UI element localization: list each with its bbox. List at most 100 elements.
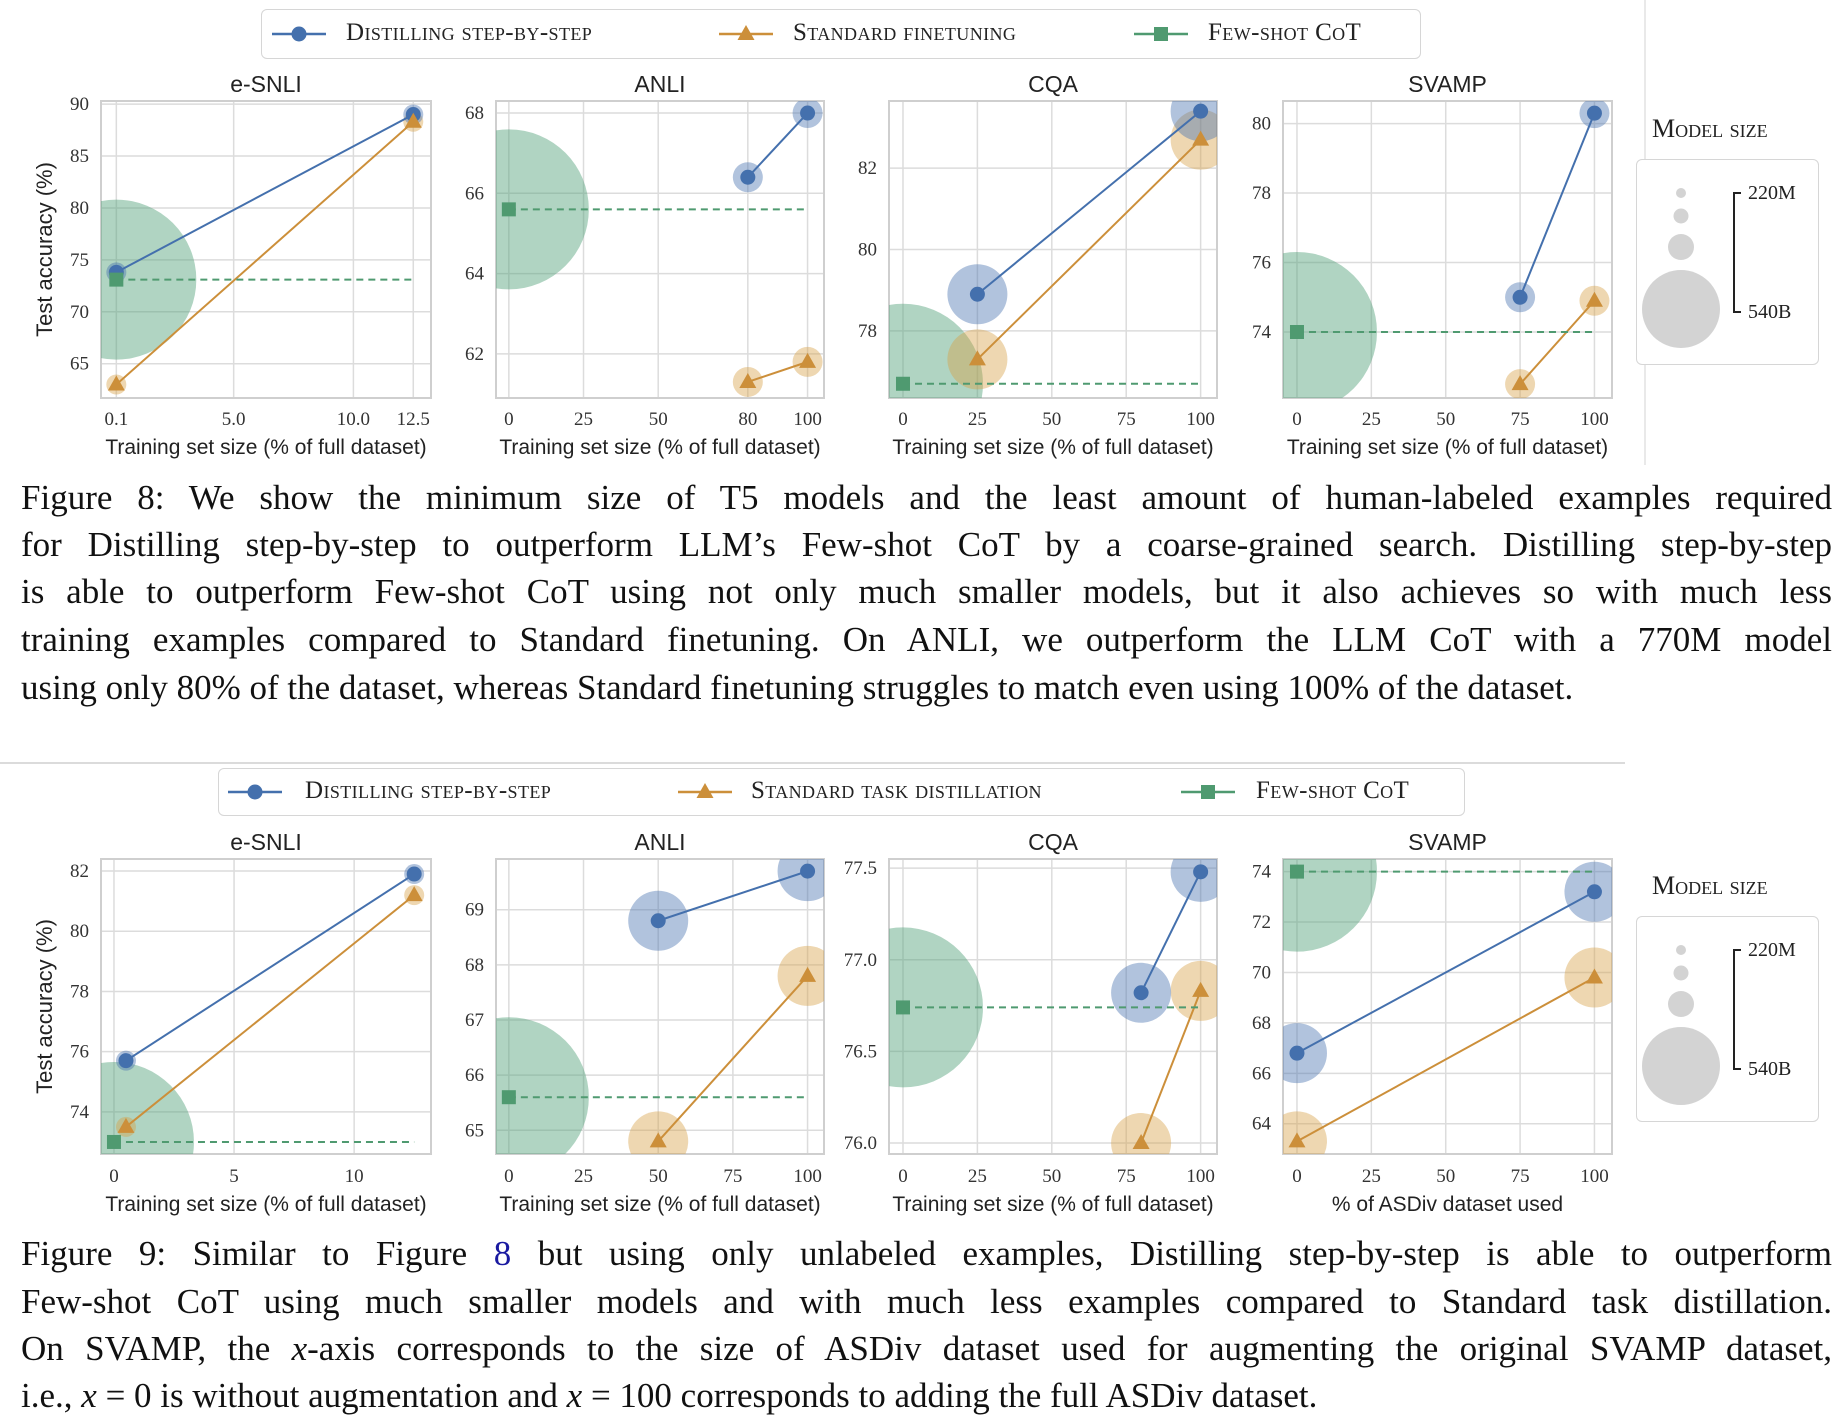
y-tick-label: 74 (70, 1102, 90, 1123)
panel-title: ANLI (634, 71, 685, 97)
y-tick-label: 67 (465, 1010, 484, 1031)
x-axis-label: Training set size (% of full dataset) (1287, 436, 1608, 459)
y-tick-label: 64 (465, 264, 485, 285)
figure-reference-link[interactable]: 8 (493, 1234, 512, 1273)
x-tick-label: 10.0 (337, 409, 370, 430)
y-tick-label: 69 (465, 900, 484, 921)
y-tick-label: 65 (465, 1120, 484, 1141)
caption-text: i.e., (21, 1376, 82, 1415)
y-tick-label: 64 (1252, 1114, 1272, 1135)
distilling-marker (1586, 884, 1602, 900)
distilling-marker (1133, 985, 1149, 1001)
y-tick-label: 66 (465, 183, 484, 204)
caption-text: training examples compared to Standard f… (21, 620, 1832, 659)
standard-line (1296, 976, 1595, 1143)
caption-text: = 100 corresponds to adding the full ASD… (582, 1376, 1318, 1415)
standard-marker (405, 886, 423, 902)
standard-marker (739, 372, 757, 388)
figure-caption-line: is able to outperform Few-shot CoT using… (21, 572, 1832, 612)
distilling-line (1296, 890, 1595, 1055)
y-tick-label: 68 (1252, 1013, 1271, 1034)
x-tick-label: 100 (793, 1166, 822, 1187)
y-tick-label: 76 (1252, 253, 1271, 274)
panel-cqa-fig9: 0 25 50 75 100 76.0 76.5 77.0 77.5 CQA Training se… (844, 829, 1218, 1216)
legend-label: Few-shot CoT (1208, 19, 1362, 46)
standard-marker (799, 352, 817, 368)
y-tick-label: 90 (70, 94, 89, 115)
standard-line (657, 975, 809, 1142)
y-tick-label: 85 (70, 146, 89, 167)
few_shot_cot-marker (1289, 325, 1304, 339)
model-size-legend: 220M 540B (1636, 159, 1819, 365)
distilling-marker (118, 1053, 134, 1069)
standard-size-bubble (1564, 947, 1612, 1008)
y-tick-label: 80 (70, 198, 89, 219)
x-tick-label: 0.1 (104, 409, 128, 430)
y-tick-label: 74 (1252, 862, 1272, 883)
standard-marker (1132, 1134, 1150, 1150)
standard-size-bubble (777, 945, 824, 1006)
y-tick-label: 80 (1252, 114, 1271, 135)
standard-marker (107, 375, 125, 391)
panel-e-snli-fig9: 0 5 10 74 76 78 80 82 e-SNLI Training set size (%… (32, 829, 432, 1216)
x-axis-label: Training set size (% of full dataset) (499, 1193, 820, 1216)
x-tick-label: 0 (898, 1166, 908, 1187)
caption-text: is able to outperform Few-shot CoT using… (21, 572, 1832, 611)
distilling-marker (1289, 1045, 1305, 1061)
figure-caption-line: i.e., x = 0 is without augmentation and … (21, 1376, 1832, 1416)
x-tick-label: 0 (898, 409, 908, 430)
y-tick-label: 76.0 (844, 1133, 877, 1154)
model-size-circles (1642, 945, 1741, 1105)
standard-legend-icon (737, 25, 755, 40)
standard-line (125, 894, 415, 1128)
x-tick-label: 0 (504, 409, 514, 430)
y-tick-label: 66 (465, 1065, 484, 1086)
model-size-title: Model size (1652, 114, 1768, 143)
x-axis-label: Training set size (% of full dataset) (499, 436, 820, 459)
distilling-marker (1193, 103, 1209, 119)
few_shot_cot-size-bubble (1283, 252, 1377, 398)
y-tick-label: 74 (1252, 322, 1272, 343)
panel-title: CQA (1028, 71, 1079, 97)
standard-marker (649, 1132, 667, 1148)
model-size-circle-icon (1676, 188, 1686, 198)
axes-frame (1282, 100, 1613, 399)
few_shot_cot-size-bubble (889, 303, 983, 398)
x-tick-label: 80 (738, 409, 757, 430)
standard-marker (1288, 1132, 1306, 1148)
x-tick-label: 100 (1580, 1166, 1609, 1187)
axes-frame (1282, 858, 1613, 1155)
axes-frame (495, 858, 825, 1155)
standard-marker (1585, 968, 1603, 984)
standard-line (1519, 300, 1596, 385)
x-tick-label: 25 (968, 409, 987, 430)
y-tick-label: 72 (1252, 912, 1271, 933)
x-tick-label: 50 (1436, 409, 1455, 430)
plot-area (1283, 101, 1612, 398)
size-bracket (1733, 949, 1741, 1070)
standard-size-bubble (1111, 1113, 1172, 1154)
y-tick-label: 78 (70, 981, 89, 1002)
few_shot_cot-marker (106, 1134, 121, 1149)
few_shot_cot-legend-icon (1201, 785, 1215, 799)
y-tick-label: 78 (1252, 183, 1271, 204)
caption-text: Figure 8: We show the minimum size of T5… (21, 478, 1832, 517)
x-tick-label: 75 (1117, 1166, 1136, 1187)
few_shot_cot-marker (109, 272, 124, 287)
standard-marker (1585, 291, 1603, 307)
y-tick-label: 77.0 (844, 950, 877, 971)
y-tick-label: 66 (1252, 1063, 1271, 1084)
axes-frame (888, 858, 1218, 1155)
caption-text: x (81, 1376, 97, 1415)
y-tick-label: 70 (70, 302, 89, 323)
standard-legend-icon (696, 783, 714, 798)
distilling-size-bubble (1283, 1023, 1327, 1084)
plot-area (496, 101, 824, 398)
standard-line (115, 121, 414, 386)
standard-marker (799, 966, 817, 982)
standard-line (1140, 990, 1202, 1144)
model-size-circle-icon (1668, 234, 1694, 260)
x-tick-label: 12.5 (397, 409, 430, 430)
panel-e-snli-fig8: 0.1 5.0 10.0 12.5 65 70 75 80 85 90 e-SNLI Training… (32, 71, 432, 459)
